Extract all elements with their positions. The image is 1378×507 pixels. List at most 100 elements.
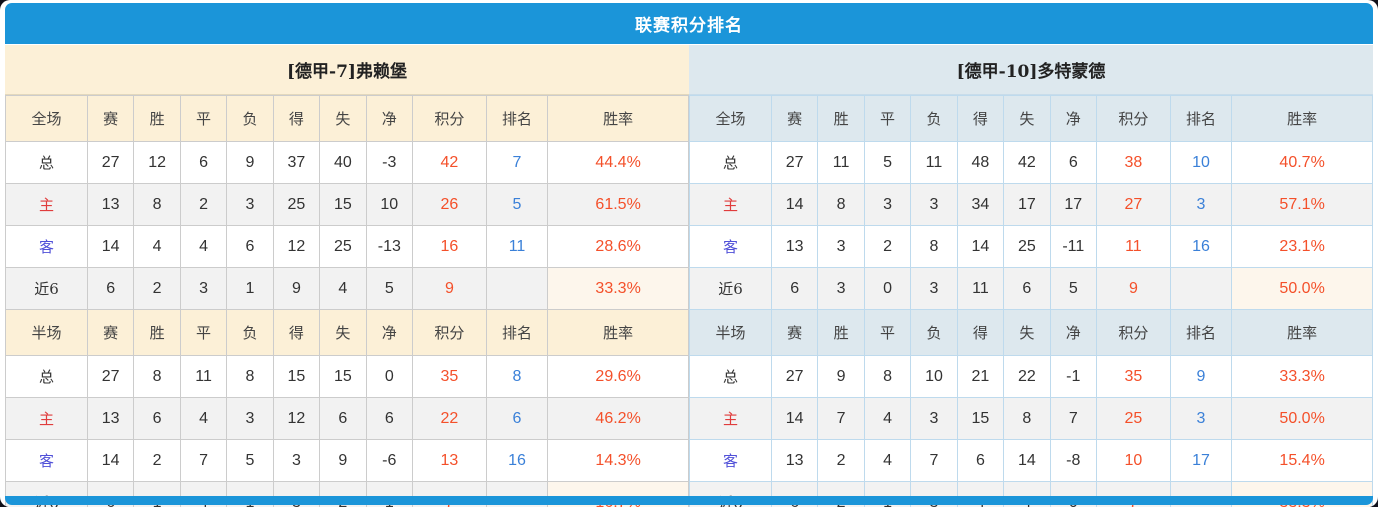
winrate-cell: 44.4% xyxy=(547,141,689,184)
winrate-cell: 40.7% xyxy=(1231,141,1373,184)
column-header: 得 xyxy=(272,95,321,142)
team-pane-left: [德甲-7]弗赖堡 全场赛胜平负得失净积分 排名 胜率总 27 12 6 9 37 40 -3 42… xyxy=(5,45,689,507)
stat-cell: 40 xyxy=(319,141,367,184)
bottom-accent-bar xyxy=(5,496,1373,505)
stat-cell: 4 xyxy=(863,397,912,440)
stat-cell: 2 xyxy=(817,439,865,482)
team-name-right: [德甲-10]多特蒙德 xyxy=(689,45,1373,95)
column-header: 失 xyxy=(1003,309,1051,356)
stat-cell: 4 xyxy=(863,439,912,482)
rank-cell: 10 xyxy=(1169,141,1233,184)
column-header: 排名 xyxy=(485,95,549,142)
section-label: 全场 xyxy=(689,95,772,142)
points-cell: 27 xyxy=(1096,183,1171,226)
winrate-cell: 33.3% xyxy=(1231,355,1373,398)
row-label: 主 xyxy=(689,397,772,440)
stat-cell: -13 xyxy=(365,225,414,268)
points-cell: 42 xyxy=(412,141,487,184)
rank-cell: 5 xyxy=(485,183,549,226)
column-header: 胜 xyxy=(817,95,865,142)
column-header: 排名 xyxy=(485,309,549,356)
column-header-row-full: 全场赛胜平负得失净积分 排名 胜率 xyxy=(5,95,689,142)
winrate-cell: 50.0% xyxy=(1231,397,1373,440)
column-header: 失 xyxy=(319,309,367,356)
winrate-cell: 15.4% xyxy=(1231,439,1373,482)
stat-cell: 25 xyxy=(272,183,321,226)
rank-cell: 17 xyxy=(1169,439,1233,482)
stat-cell: 15 xyxy=(319,355,367,398)
rank-cell: 3 xyxy=(1169,397,1233,440)
winrate-cell: 29.6% xyxy=(547,355,689,398)
stat-row-total: 总 27 9 8 10 21 22 -1 35 9 33.3% xyxy=(689,355,1373,398)
stat-cell: 9 xyxy=(817,355,865,398)
column-header: 赛 xyxy=(770,309,819,356)
stat-cell: -8 xyxy=(1049,439,1098,482)
stat-cell: 13 xyxy=(86,183,135,226)
column-header: 得 xyxy=(956,309,1005,356)
column-header: 净 xyxy=(1049,95,1098,142)
row-label: 主 xyxy=(689,183,772,226)
stat-cell: 4 xyxy=(179,225,228,268)
stat-row-total: 总 27 12 6 9 37 40 -3 42 7 44.4% xyxy=(5,141,689,184)
row-label: 客 xyxy=(689,225,772,268)
column-header: 排名 xyxy=(1169,309,1233,356)
section-label: 半场 xyxy=(689,309,772,356)
section-label: 全场 xyxy=(5,95,88,142)
stat-row-home: 主 14 7 4 3 15 8 7 25 3 50.0% xyxy=(689,397,1373,440)
column-header: 平 xyxy=(179,309,228,356)
stat-cell: 42 xyxy=(1003,141,1051,184)
column-header: 失 xyxy=(319,95,367,142)
stat-cell: 3 xyxy=(863,183,912,226)
stat-cell: 11 xyxy=(910,141,958,184)
stat-cell: 27 xyxy=(770,355,819,398)
rank-cell: 7 xyxy=(485,141,549,184)
stat-cell: 6 xyxy=(770,267,819,310)
points-cell: 13 xyxy=(412,439,487,482)
rank-cell: 16 xyxy=(485,439,549,482)
stat-cell: 8 xyxy=(133,183,181,226)
stat-cell: 6 xyxy=(1049,141,1098,184)
stat-cell: -3 xyxy=(365,141,414,184)
stat-cell: 14 xyxy=(770,397,819,440)
stat-cell: 17 xyxy=(1049,183,1098,226)
stat-cell: 8 xyxy=(910,225,958,268)
stat-cell: 1 xyxy=(226,267,274,310)
column-header: 积分 xyxy=(1096,95,1171,142)
column-header: 平 xyxy=(863,95,912,142)
rank-cell: 6 xyxy=(485,397,549,440)
stat-cell: 11 xyxy=(179,355,228,398)
winrate-cell: 61.5% xyxy=(547,183,689,226)
rank-cell: 3 xyxy=(1169,183,1233,226)
stat-cell: 8 xyxy=(863,355,912,398)
stat-cell: 2 xyxy=(863,225,912,268)
stat-cell: 4 xyxy=(133,225,181,268)
row-label: 总 xyxy=(5,355,88,398)
points-cell: 38 xyxy=(1096,141,1171,184)
winrate-cell: 28.6% xyxy=(547,225,689,268)
stat-cell: 14 xyxy=(770,183,819,226)
row-label: 主 xyxy=(5,183,88,226)
stat-cell: 6 xyxy=(179,141,228,184)
section-label: 半场 xyxy=(5,309,88,356)
stat-cell: 17 xyxy=(1003,183,1051,226)
stat-cell: 6 xyxy=(319,397,367,440)
rank-cell: 8 xyxy=(485,355,549,398)
stat-cell: 14 xyxy=(956,225,1005,268)
winrate-cell: 50.0% xyxy=(1231,267,1373,310)
tables-container: [德甲-7]弗赖堡 全场赛胜平负得失净积分 排名 胜率总 27 12 6 9 37 40 -3 42… xyxy=(5,45,1373,507)
column-header: 胜率 xyxy=(547,95,689,142)
page-title: 联赛积分排名 xyxy=(5,3,1373,44)
column-header: 赛 xyxy=(770,95,819,142)
stat-row-total: 总 27 8 11 8 15 15 0 35 8 29.6% xyxy=(5,355,689,398)
stat-cell: 48 xyxy=(956,141,1005,184)
stat-cell: 15 xyxy=(319,183,367,226)
column-header: 负 xyxy=(226,309,274,356)
column-header: 净 xyxy=(365,309,414,356)
winrate-cell: 46.2% xyxy=(547,397,689,440)
stat-cell: 13 xyxy=(86,397,135,440)
team-table-left: 全场赛胜平负得失净积分 排名 胜率总 27 12 6 9 37 40 -3 42 7 44.4% 主 13 8… xyxy=(5,95,689,507)
stat-cell: 3 xyxy=(179,267,228,310)
stat-cell: 12 xyxy=(272,225,321,268)
column-header: 积分 xyxy=(412,95,487,142)
row-label: 客 xyxy=(689,439,772,482)
